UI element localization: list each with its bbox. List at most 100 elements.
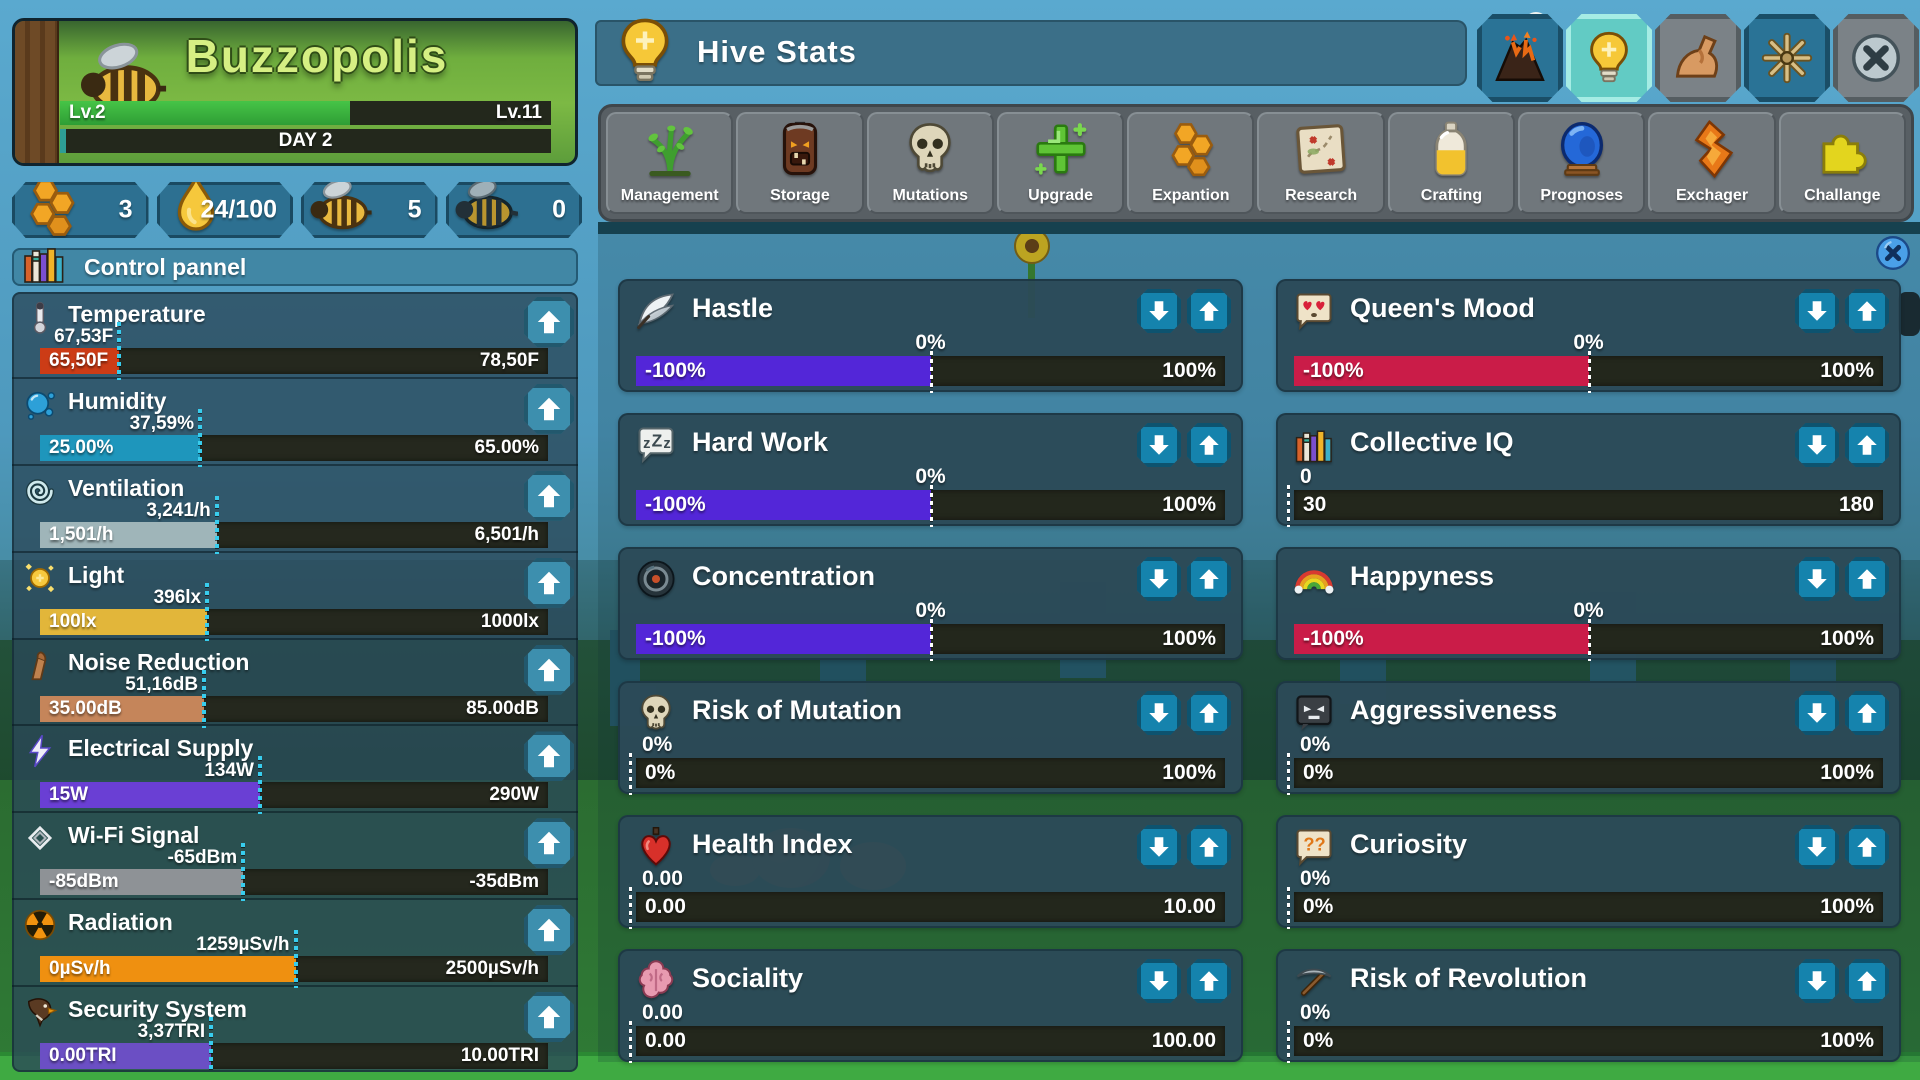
tab-expantion[interactable]: Expantion: [1127, 112, 1255, 214]
tab-management[interactable]: Management: [606, 112, 734, 214]
tab-challange[interactable]: Challange: [1778, 112, 1906, 214]
card-increase-button[interactable]: [1187, 825, 1231, 869]
tab-label: Storage: [770, 187, 830, 204]
card-decrease-button[interactable]: [1795, 423, 1839, 467]
card-decrease-button[interactable]: [1137, 825, 1181, 869]
tab-storage[interactable]: Storage: [736, 112, 864, 214]
card-increase-button[interactable]: [1845, 289, 1889, 333]
card-decrease-button[interactable]: [1137, 959, 1181, 1003]
tab-icon: [899, 118, 961, 180]
card-range-bar: 0% 100%: [636, 758, 1225, 788]
card-decrease-button[interactable]: [1795, 825, 1839, 869]
card-bar-zone: 0% -100% 100%: [636, 331, 1225, 393]
stat-increase-button[interactable]: [524, 818, 574, 869]
card-increase-button[interactable]: [1845, 691, 1889, 735]
top-button-volcano[interactable]: [1477, 14, 1563, 102]
stat-current-value: 37,59%: [129, 412, 195, 434]
top-button-hive-stats[interactable]: [1566, 14, 1652, 102]
stat-card-curiosity: ?? Curiosity 0% 0% 100%: [1276, 815, 1901, 929]
card-value-marker: [929, 485, 933, 527]
tab-bar: Management Storage Mutations Upgrade Exp…: [598, 104, 1914, 222]
top-button-pinwheel[interactable]: [1744, 14, 1830, 102]
tab-crafting[interactable]: Crafting: [1387, 112, 1516, 214]
card-increase-button[interactable]: [1187, 289, 1231, 333]
card-increase-button[interactable]: [1845, 825, 1889, 869]
card-min-label: 30: [1303, 493, 1327, 516]
arrow-up-icon: [1854, 968, 1880, 994]
tab-mutations[interactable]: Mutations: [866, 112, 994, 214]
card-min-label: -100%: [1303, 359, 1364, 382]
tab-research[interactable]: Research: [1257, 112, 1385, 214]
card-bar-zone: 0% 0% 100%: [1287, 1001, 1883, 1063]
card-increase-button[interactable]: [1187, 423, 1231, 467]
stat-name: Wi-Fi Signal: [68, 822, 200, 849]
card-increase-button[interactable]: [1845, 423, 1889, 467]
card-decrease-button[interactable]: [1137, 289, 1181, 333]
stat-increase-button[interactable]: [524, 731, 574, 782]
stat-max-label: 6,501/h: [474, 523, 539, 545]
card-bar-fill: [636, 490, 931, 520]
stat-increase-button[interactable]: [524, 383, 574, 434]
tab-label: Management: [620, 187, 719, 204]
card-max-label: 100%: [1820, 359, 1874, 382]
card-decrease-button[interactable]: [1137, 691, 1181, 735]
top-button-icon: [1669, 29, 1727, 87]
card-increase-button[interactable]: [1187, 691, 1231, 735]
card-current-value: 0: [1300, 465, 1312, 488]
tab-prognoses[interactable]: Prognoses: [1518, 112, 1646, 214]
stat-increase-button[interactable]: [524, 644, 574, 695]
card-title: Concentration: [692, 561, 876, 591]
arrow-down-icon: [1146, 834, 1172, 860]
stat-row-ventilation: Ventilation 3,241/h 1,501/h 6,501/h: [12, 466, 578, 554]
card-decrease-button[interactable]: [1795, 959, 1839, 1003]
resource-badge-honey: 24/100: [156, 182, 293, 238]
card-current-value: 0%: [642, 733, 673, 756]
stat-increase-button[interactable]: [524, 297, 574, 347]
card-increase-button[interactable]: [1187, 557, 1231, 601]
arrow-up-icon: [1196, 834, 1222, 860]
arrow-up-icon: [1854, 834, 1880, 860]
card-min-label: 0%: [1303, 895, 1334, 918]
panel-close-button[interactable]: [1874, 234, 1912, 272]
stat-min-label: 1,501/h: [49, 523, 114, 545]
stat-min-label: 0µSv/h: [49, 958, 111, 980]
stat-range-bar: 0.00TRI 10.00TRI: [40, 1043, 548, 1070]
card-min-label: 0%: [1303, 761, 1334, 784]
resource-value: 24/100: [200, 195, 277, 224]
arrow-up-icon: [1196, 432, 1222, 458]
card-bar-zone: 0.00 0.00 100.00: [629, 1001, 1225, 1063]
top-button-icon: [1491, 29, 1549, 87]
stat-name: Noise Reduction: [68, 648, 250, 675]
tab-icon: [1551, 118, 1613, 180]
card-value-marker: [929, 351, 933, 393]
card-range-bar: 0% 100%: [1294, 1026, 1883, 1056]
card-increase-button[interactable]: [1845, 557, 1889, 601]
stat-increase-button[interactable]: [524, 905, 574, 956]
card-decrease-button[interactable]: [1795, 691, 1839, 735]
stat-increase-button[interactable]: [524, 557, 574, 608]
stat-icon: [22, 907, 58, 943]
tab-label: Expantion: [1152, 187, 1230, 204]
card-icon: [634, 289, 678, 333]
tab-exchager[interactable]: Exchager: [1648, 112, 1776, 214]
card-max-label: 100%: [1162, 359, 1216, 382]
top-button-close[interactable]: [1833, 14, 1919, 102]
stat-increase-button[interactable]: [524, 470, 574, 521]
stat-row-electrical-supply: Electrical Supply 134W 15W 290W: [12, 726, 578, 815]
top-button-strength[interactable]: [1655, 14, 1741, 102]
card-decrease-button[interactable]: [1137, 423, 1181, 467]
stat-value-marker: [205, 582, 210, 641]
card-bar-fill: [1294, 356, 1589, 386]
card-decrease-button[interactable]: [1795, 289, 1839, 333]
card-decrease-button[interactable]: [1795, 557, 1839, 601]
card-increase-button[interactable]: [1187, 959, 1231, 1003]
card-decrease-button[interactable]: [1137, 557, 1181, 601]
tab-upgrade[interactable]: Upgrade: [996, 112, 1125, 214]
stat-increase-button[interactable]: [524, 992, 574, 1043]
stat-bar-fill: [40, 695, 205, 722]
stat-bar-fill: [40, 608, 208, 635]
arrow-up-icon: [1196, 566, 1222, 592]
stat-range-bar: 15W 290W: [40, 782, 548, 809]
card-increase-button[interactable]: [1845, 959, 1889, 1003]
resource-icon: [452, 182, 518, 238]
